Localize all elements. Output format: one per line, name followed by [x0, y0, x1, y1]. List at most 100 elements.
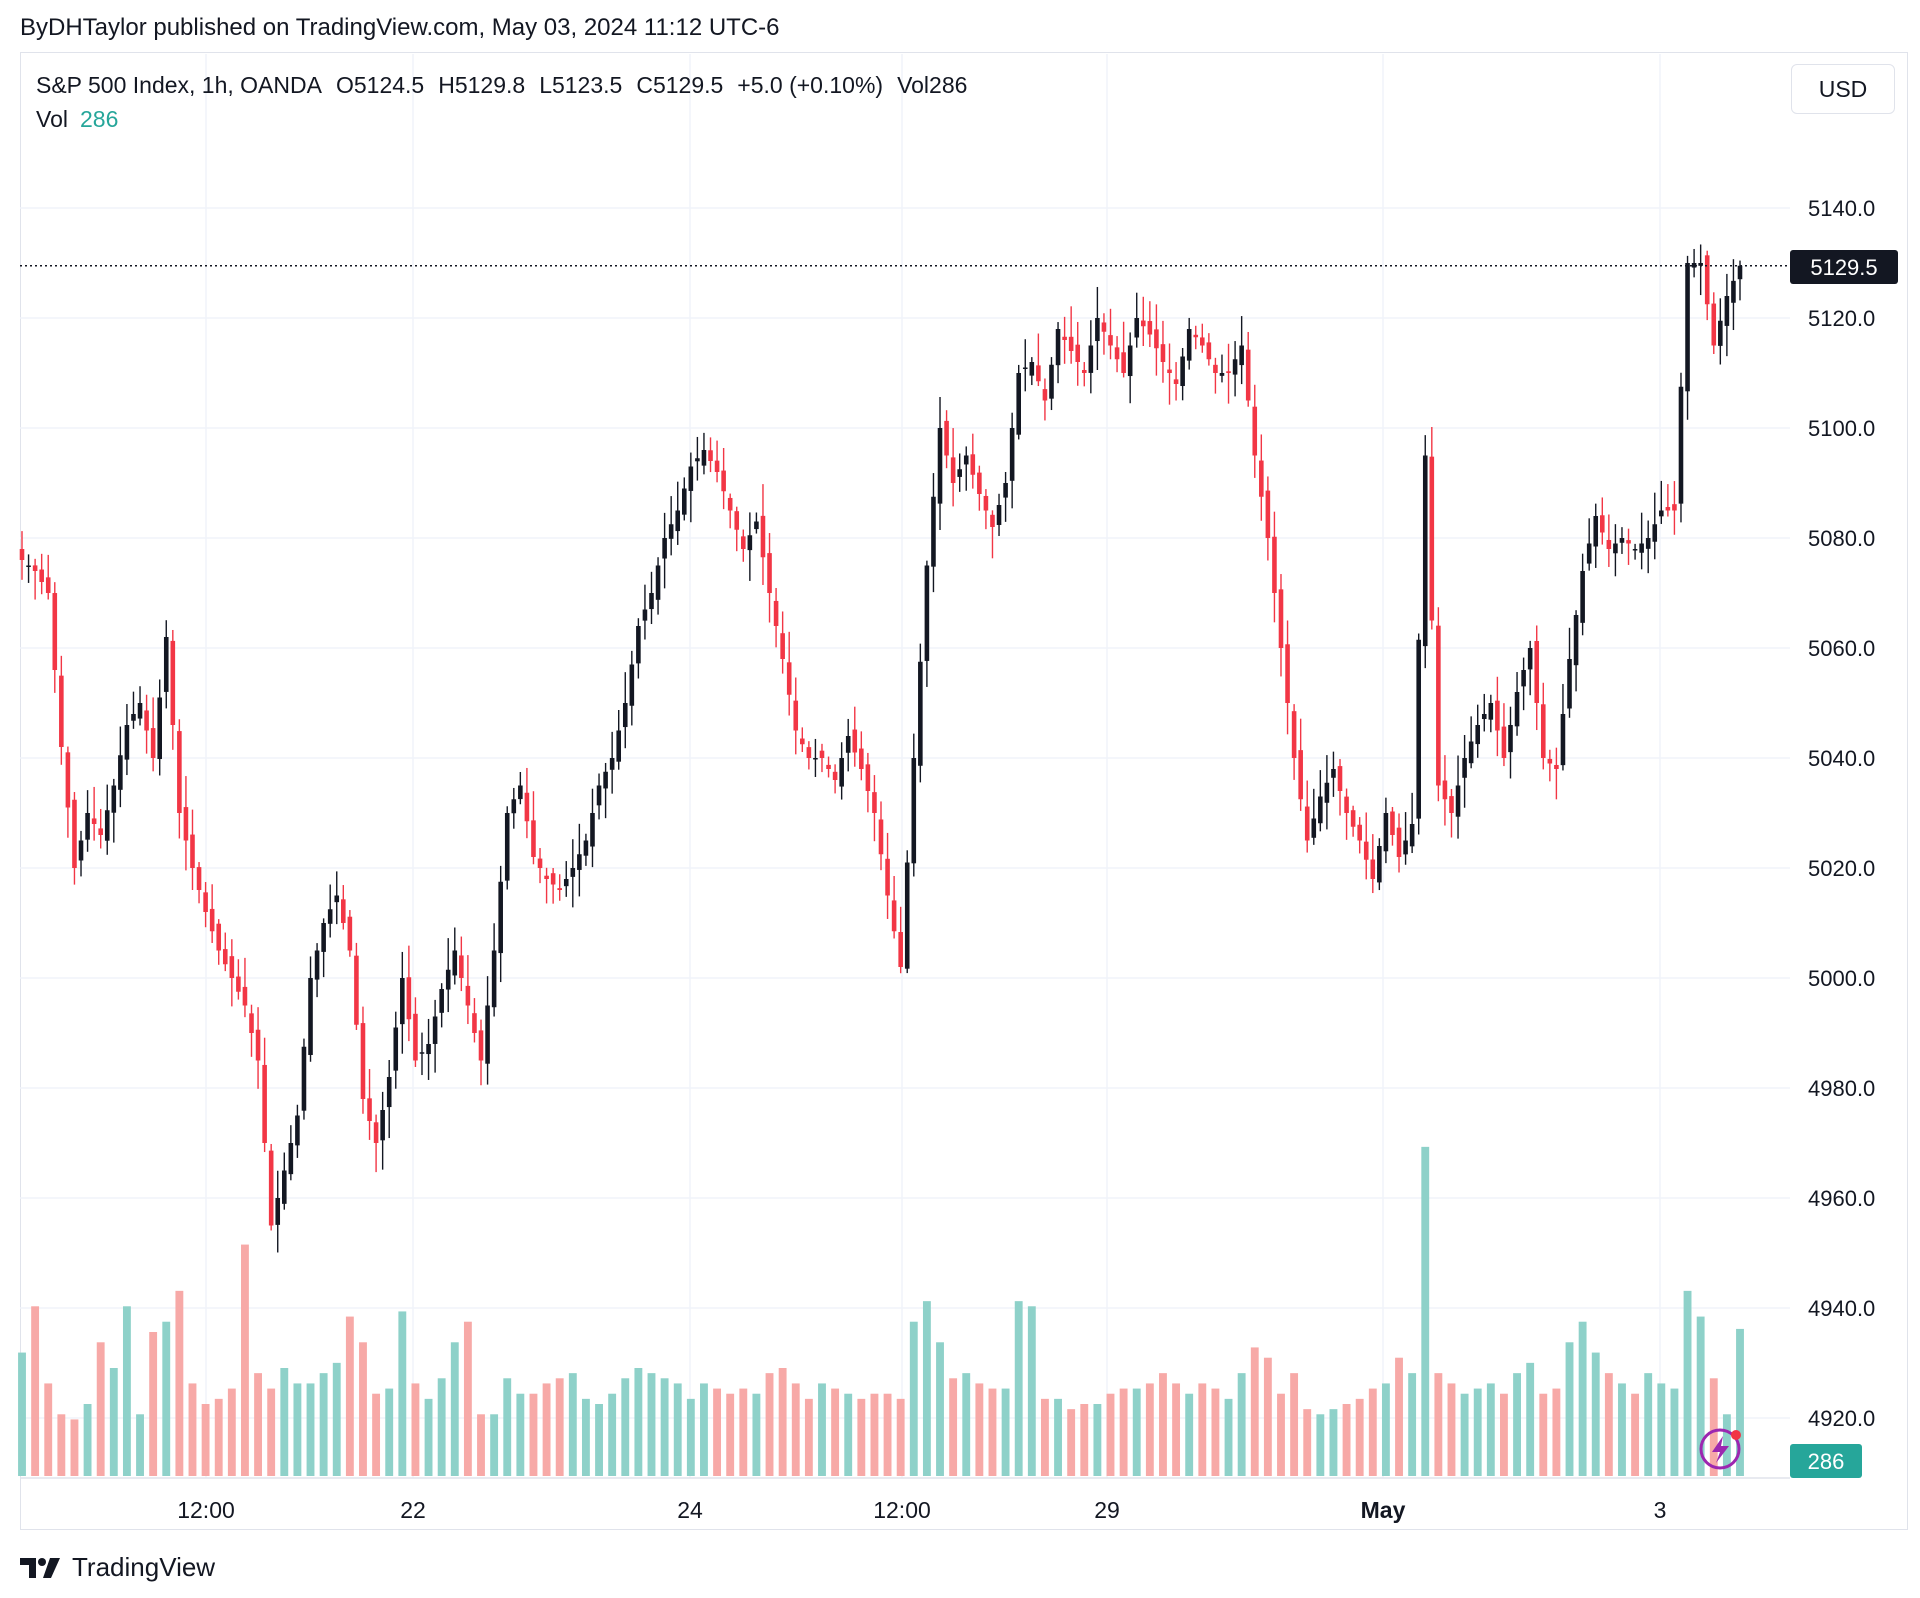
lightning-icon[interactable]: [1699, 1428, 1741, 1470]
candle-body: [1324, 782, 1330, 803]
volume-bar: [1513, 1373, 1521, 1476]
volume-bar: [765, 1373, 774, 1476]
candle-body: [150, 728, 156, 758]
volume-bar: [109, 1368, 118, 1476]
candle-body: [642, 609, 648, 621]
candle-body: [1514, 692, 1520, 727]
volume-bar: [372, 1393, 381, 1476]
candle-body: [1134, 318, 1140, 338]
candle-body: [1206, 342, 1212, 360]
volume-bars: [18, 1146, 1744, 1476]
volume-legend: Vol 286: [36, 106, 118, 133]
candle-body: [465, 985, 471, 1006]
candle-body: [537, 858, 543, 868]
candle-body: [1213, 364, 1218, 373]
volume-bar: [818, 1383, 826, 1476]
vol-label[interactable]: Vol: [36, 106, 68, 132]
candle-body: [950, 457, 956, 483]
candle-body: [852, 729, 858, 753]
volume-badge: [1790, 1444, 1862, 1478]
candle-body: [885, 858, 890, 896]
volume-bar: [988, 1388, 997, 1476]
candle-body: [616, 730, 622, 762]
currency-button[interactable]: USD: [1791, 64, 1895, 114]
candle-body: [577, 854, 582, 870]
volume-bar: [739, 1388, 748, 1476]
candle-body: [1022, 367, 1028, 369]
volume-bar: [1172, 1383, 1181, 1476]
candle-body: [275, 1198, 281, 1225]
candle-body: [288, 1143, 294, 1175]
volume-bar: [883, 1393, 892, 1476]
footer: TradingView: [20, 1552, 215, 1583]
candle-body: [268, 1150, 274, 1226]
candle-body: [1462, 758, 1467, 778]
candle-body: [1429, 456, 1435, 621]
candle-body: [327, 909, 333, 924]
candle-body: [1619, 538, 1625, 543]
candle-body: [1049, 364, 1054, 399]
candle-body: [1626, 540, 1631, 544]
candle-body: [1114, 347, 1120, 360]
candle-body: [786, 662, 792, 695]
legend-symbol[interactable]: S&P 500 Index, 1h, OANDA: [36, 72, 322, 98]
volume-bar: [1119, 1388, 1128, 1476]
candle-body: [944, 420, 949, 456]
candle-body: [898, 932, 903, 967]
candle-body: [111, 785, 117, 813]
volume-bar: [1290, 1373, 1299, 1476]
candle-body: [957, 469, 962, 477]
candle-body: [800, 738, 805, 745]
volume-bar: [542, 1383, 551, 1476]
candle-body: [419, 1052, 425, 1054]
candle-body: [478, 1030, 484, 1061]
candle-body: [72, 799, 77, 868]
candle-body: [550, 873, 556, 885]
y-tick-label: 5060.0: [1808, 636, 1875, 661]
candle-body: [1521, 670, 1526, 687]
candle-body: [845, 736, 851, 753]
candle-body: [1291, 711, 1297, 758]
candle-body: [701, 450, 707, 466]
candle-body: [1586, 543, 1592, 564]
candle-body: [1304, 806, 1310, 841]
candle-body: [1632, 549, 1638, 551]
candle-body: [1108, 335, 1113, 346]
volume-bar: [1578, 1321, 1587, 1476]
volume-bar: [1316, 1414, 1325, 1476]
candle-body: [977, 472, 982, 494]
volume-bar: [1736, 1328, 1744, 1476]
candle-body: [393, 1027, 399, 1071]
candle-body: [872, 792, 877, 813]
candle-body: [1554, 764, 1559, 769]
candle-body: [1252, 406, 1258, 456]
candle-body: [590, 813, 595, 847]
candle-body: [432, 1016, 438, 1044]
candle-body: [1501, 726, 1507, 758]
candle-body: [98, 828, 103, 835]
y-tick-label: 5140.0: [1808, 196, 1875, 221]
volume-bar: [1552, 1388, 1561, 1476]
candle-body: [196, 867, 202, 890]
candle-body: [1259, 460, 1264, 497]
volume-bar: [227, 1388, 236, 1476]
volume-bar: [595, 1404, 603, 1476]
tradingview-logo-icon[interactable]: [20, 1556, 64, 1580]
volume-bar: [1145, 1383, 1154, 1476]
volume-bar: [1198, 1383, 1207, 1476]
volume-bar: [1696, 1316, 1705, 1476]
candle-body: [400, 978, 405, 1025]
candle-body: [760, 515, 766, 558]
footer-brand[interactable]: TradingView: [72, 1552, 216, 1582]
legend-change: +5.0 (+0.10%): [737, 72, 884, 98]
candle-body: [714, 460, 720, 472]
candle-body: [695, 458, 700, 462]
volume-bar: [477, 1414, 485, 1476]
candle-body: [1416, 639, 1421, 819]
candle-body: [360, 1023, 366, 1099]
candle-body: [531, 820, 536, 857]
volume-bar: [608, 1393, 617, 1476]
candle-body: [636, 626, 641, 664]
candle-body: [386, 1077, 392, 1108]
